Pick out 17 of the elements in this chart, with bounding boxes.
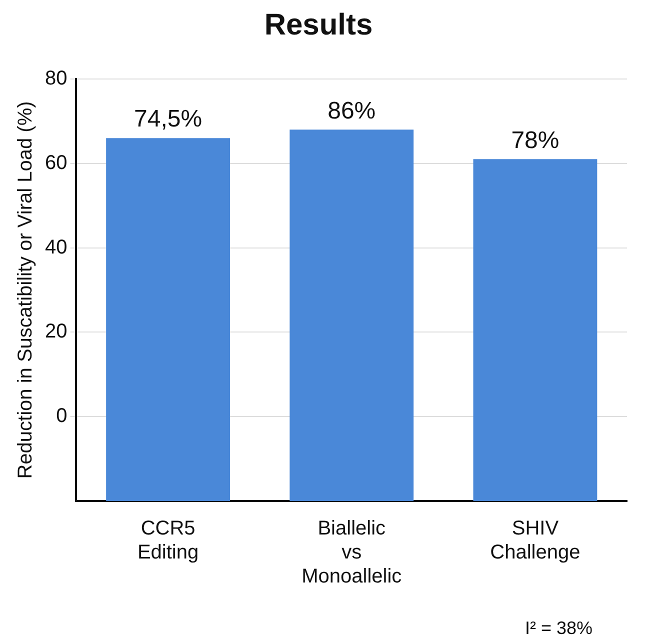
x-tick-label: CCR5 Editing: [137, 518, 199, 564]
bar: [473, 159, 598, 501]
x-tick-label: SHIV Challenge: [490, 518, 580, 564]
x-tick-label: Biallelic vs Monoallelic: [302, 518, 402, 588]
y-tick-label: 80: [44, 68, 68, 90]
bar: [290, 130, 414, 501]
y-tick-label: 0: [56, 405, 68, 428]
annotation: 86%: [328, 97, 376, 124]
y-tick-label: 40: [44, 236, 68, 258]
y-tick-label: 20: [44, 320, 68, 343]
text: I² = 38%: [525, 618, 593, 639]
bar: [106, 138, 230, 501]
annotation: 74,5%: [134, 106, 202, 133]
annotation: 78%: [511, 126, 560, 154]
y-tick-label: 60: [44, 152, 68, 174]
chart-title: Results: [264, 8, 373, 42]
y-axis-title: Reduction in Suscatibility or Viral Load (%): [14, 101, 37, 479]
